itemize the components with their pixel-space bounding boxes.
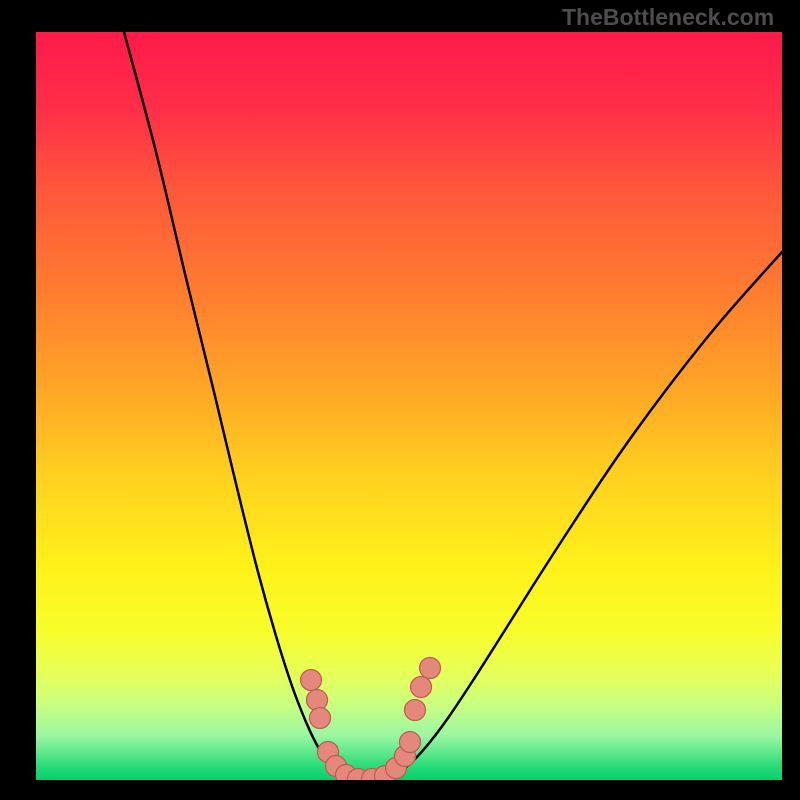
plot-area <box>36 32 782 780</box>
data-marker <box>301 670 322 691</box>
watermark-text: TheBottleneck.com <box>562 4 774 31</box>
bottleneck-curve <box>124 32 782 779</box>
data-marker <box>310 708 331 729</box>
data-marker <box>400 732 421 753</box>
data-marker <box>411 677 432 698</box>
plot-overlay <box>36 32 782 780</box>
data-marker <box>405 700 426 721</box>
data-marker <box>420 658 441 679</box>
